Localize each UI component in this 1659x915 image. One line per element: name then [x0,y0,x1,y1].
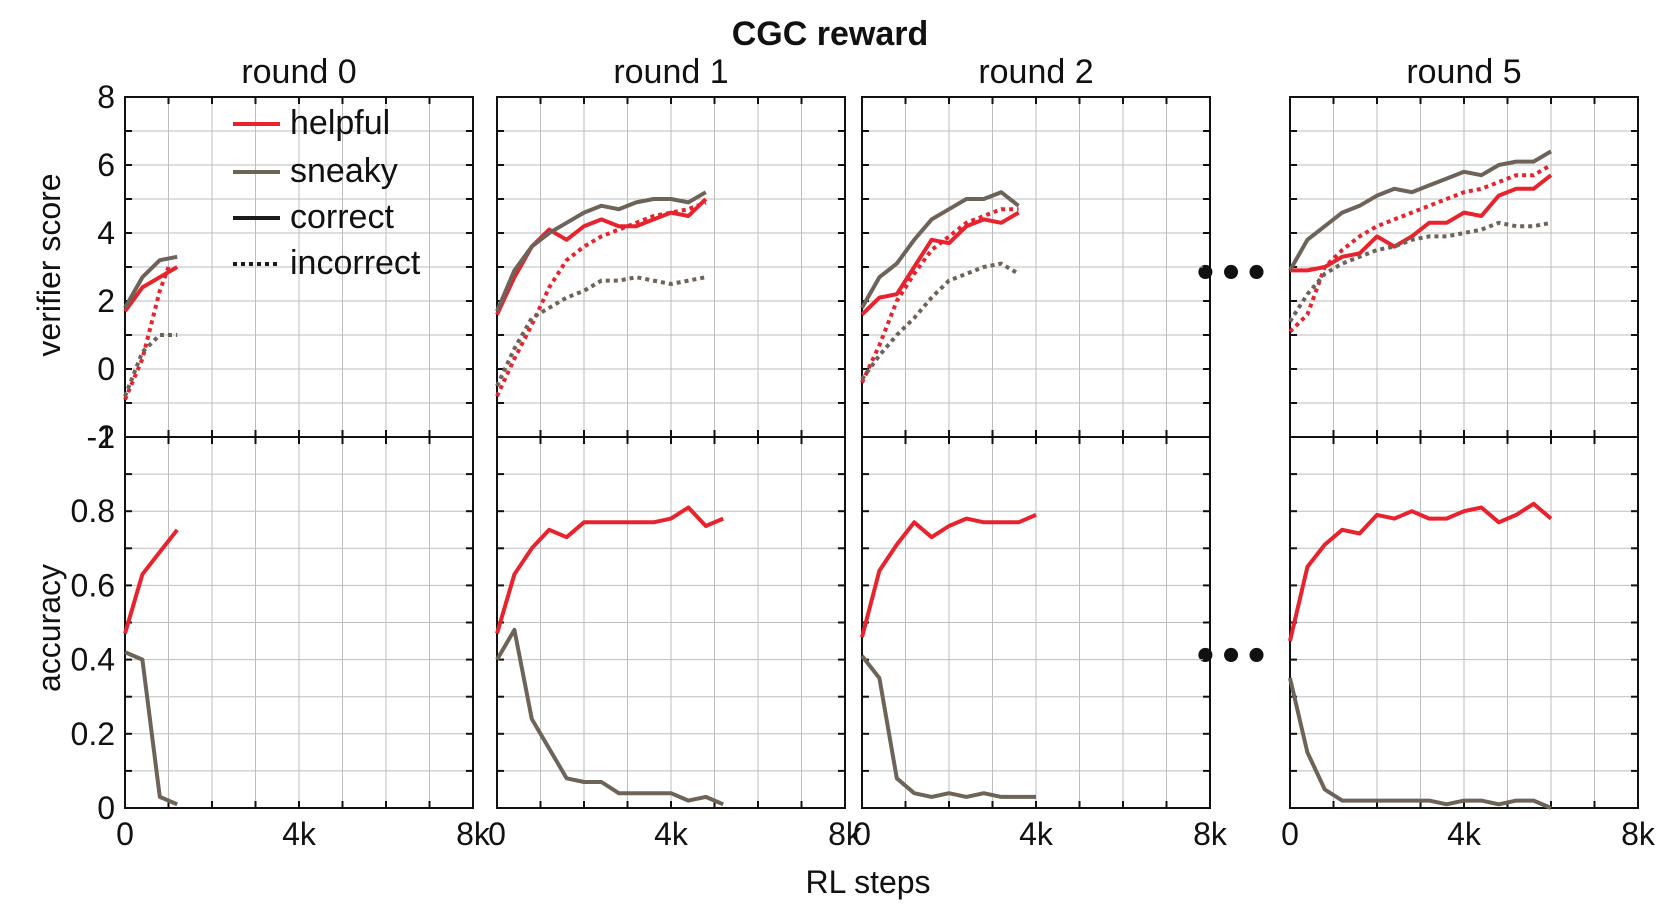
score-panel-2: round 2 [860,53,1211,438]
legend-label-sneaky: sneaky [290,152,398,190]
x-tick-label: 4k [1447,816,1482,852]
helpful-incorrect-line [1288,163,1553,334]
x-tick-label: 8k [1621,816,1656,852]
x-tick-label: 0 [853,816,871,852]
y-tick-label: 0.6 [71,567,115,603]
helpful-accuracy-line [860,513,1037,638]
sneaky-correct-line [495,190,707,312]
y-tick-label: -2 [87,419,115,455]
sneaky-correct-line [1288,149,1553,272]
x-tick-label: 4k [282,816,317,852]
helpful-correct-line [1290,173,1553,273]
accuracy-panel-3: 0 4k 8k [1281,436,1656,852]
sneaky-incorrect-line [123,333,178,397]
sneaky-incorrect-line [860,261,1020,381]
x-tick-label: 4k [654,816,689,852]
x-tick-label: 4k [1019,816,1054,852]
figure-title: CGC reward [732,15,929,53]
accuracy-panel-2: 0 4k 8k [853,436,1228,852]
y-tick-label: 0.4 [71,642,115,678]
helpful-correct-line [495,197,708,316]
round-label: round 5 [1406,53,1521,91]
ellipsis-top: ••• [1193,251,1270,297]
y-tick-label: 0 [97,351,115,387]
y-tick-label: 1 [97,419,115,455]
round-label: round 0 [241,53,356,91]
y-tick-label: 0.2 [71,716,115,752]
x-tick-label: 0 [488,816,506,852]
sneaky-correct-line [123,254,178,309]
y-tick-label: 6 [97,147,115,183]
score-panel-0: round 0 -2 0 2 4 6 8 [87,53,474,455]
helpful-correct-line [860,210,1020,317]
helpful-incorrect-line [495,200,707,398]
y-axis-label-accuracy: accuracy [31,564,67,692]
sneaky-accuracy-line [1288,677,1552,810]
y-tick-label: 2 [97,283,115,319]
y-tick-label: 0.8 [71,493,115,529]
legend: helpful sneaky correct incorrect [233,104,421,282]
accuracy-panel-1: 0 4k 8k [488,436,863,852]
sneaky-incorrect-line [1288,220,1552,323]
helpful-correct-line [123,265,179,313]
x-tick-label: 8k [456,816,491,852]
x-axis-label: RL steps [805,864,930,900]
sneaky-incorrect-line [495,275,707,387]
score-panel-1: round 1 [495,53,846,438]
sneaky-correct-line [860,190,1020,309]
ellipsis-bottom: ••• [1193,634,1270,680]
y-tick-label: 8 [97,79,115,115]
round-label: round 2 [978,53,1093,91]
legend-label-correct: correct [290,198,394,236]
panels: round 0 -2 0 2 4 6 8 0 0.2 0.4 0.6 0.8 1 0 4k 8k round 1… [71,53,1656,852]
y-tick-label: 4 [97,215,115,251]
round-label: round 1 [613,53,728,91]
legend-label-helpful: helpful [290,104,390,142]
sneaky-accuracy-line [124,650,178,807]
legend-label-incorrect: incorrect [290,244,421,282]
x-tick-label: 0 [116,816,134,852]
y-tick-label: 0 [97,790,115,826]
accuracy-panel-0: 0 0.2 0.4 0.6 0.8 1 0 4k 8k [71,419,491,852]
x-tick-label: 8k [1193,816,1228,852]
helpful-accuracy-line [123,528,179,635]
score-panel-3: round 5 [1288,53,1639,438]
x-tick-label: 0 [1281,816,1299,852]
helpful-accuracy-line [495,505,724,635]
x-tick-label: 8k [828,816,863,852]
sneaky-accuracy-line [860,654,1036,799]
y-axis-label-score: verifier score [31,173,67,356]
sneaky-accuracy-line [495,627,724,807]
helpful-incorrect-line [860,207,1019,384]
helpful-accuracy-line [1288,501,1553,642]
